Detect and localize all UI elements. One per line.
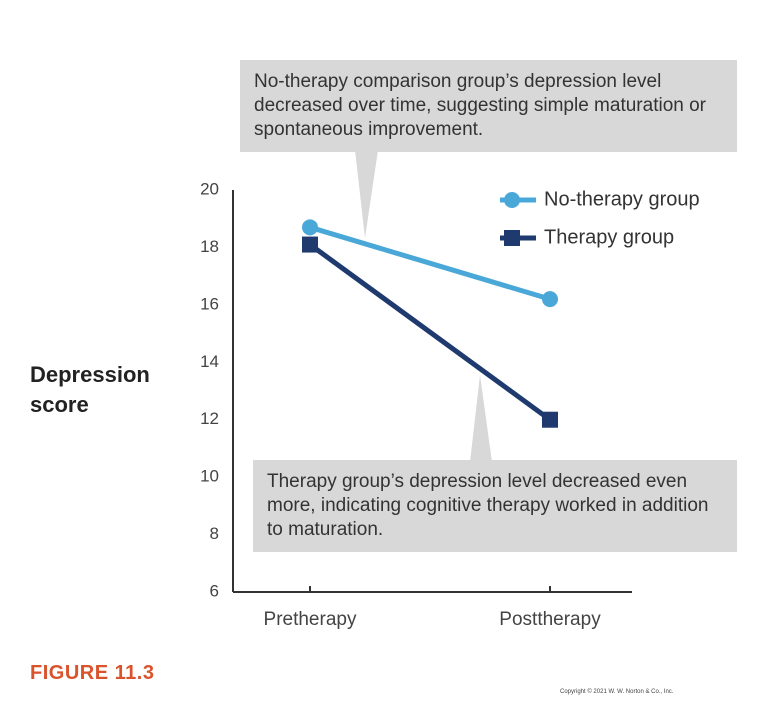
callout-pointer bbox=[355, 150, 378, 238]
y-tick-label: 12 bbox=[200, 409, 219, 428]
legend-marker bbox=[504, 192, 520, 208]
figure-label: FIGURE 11.3 bbox=[30, 662, 155, 684]
line bbox=[309, 224, 551, 302]
x-tick-label: Pretherapy bbox=[264, 609, 357, 630]
annotation: Therapy group’s depression level decreas… bbox=[253, 460, 737, 552]
copyright: Copyright © 2021 W. W. Norton & Co., Inc… bbox=[560, 689, 674, 695]
point bbox=[302, 236, 318, 253]
annotation: No-therapy comparison group’s depression… bbox=[240, 60, 737, 152]
y-tick-label: 18 bbox=[200, 237, 219, 256]
point bbox=[542, 411, 558, 428]
callout-pointer bbox=[470, 375, 492, 462]
y-tick-label: 20 bbox=[200, 179, 219, 198]
x-tick-label: Posttherapy bbox=[499, 609, 601, 630]
y-tick-label: 8 bbox=[210, 524, 219, 543]
legend-label: Therapy group bbox=[544, 226, 674, 248]
y-tick-label: 10 bbox=[200, 467, 219, 486]
y-tick-label: 6 bbox=[210, 581, 219, 600]
line bbox=[308, 242, 552, 422]
point bbox=[302, 219, 318, 236]
y-tick-label: 14 bbox=[200, 352, 219, 371]
legend-marker bbox=[504, 230, 520, 246]
y-axis-label: Depression score bbox=[30, 362, 150, 417]
point bbox=[542, 291, 558, 308]
y-tick-label: 16 bbox=[200, 294, 219, 313]
legend-label: No-therapy group bbox=[544, 188, 700, 210]
